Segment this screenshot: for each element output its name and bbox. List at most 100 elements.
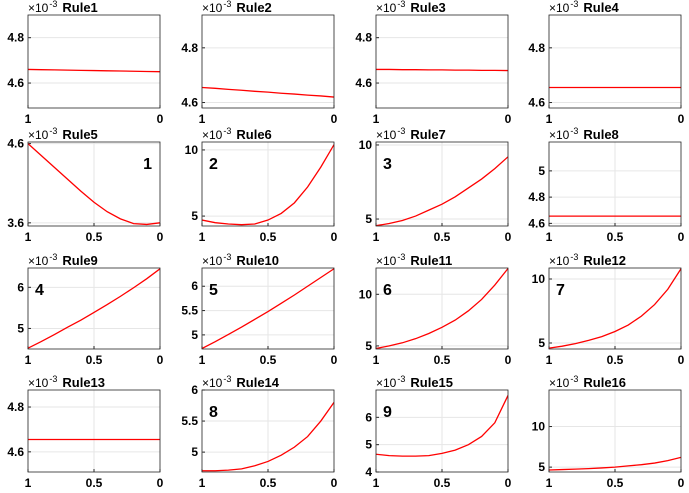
subplot-title: Rule15 <box>410 375 453 390</box>
x-tick-label: 0 <box>157 476 164 490</box>
y-multiplier-power: -3 <box>49 0 57 9</box>
annotation: 5 <box>209 282 218 299</box>
y-tick-label: 4.8 <box>528 190 545 204</box>
y-multiplier: ×10 <box>376 254 397 268</box>
x-tick-label: 0 <box>331 112 338 126</box>
x-tick-label: 0 <box>678 353 685 367</box>
lines <box>202 268 334 349</box>
y-multiplier-power: -3 <box>49 126 57 136</box>
x-tick-label: 1 <box>373 353 380 367</box>
x-tick-label: 1 <box>373 112 380 126</box>
subplot: 5 10 1 0.5 0 ×10 -3 Rule7 3 <box>359 126 512 244</box>
subplot-title: Rule8 <box>583 127 618 142</box>
axes-box <box>375 389 509 473</box>
subplot: 5 10 1 0.5 0 ×10 -3 Rule6 2 <box>185 126 338 244</box>
y-multiplier-power: -3 <box>570 0 578 9</box>
y-tick-label: 5.5 <box>181 414 198 428</box>
y-tick-label: 4.6 <box>528 216 545 230</box>
subplot: 5 10 1 0.5 0 ×10 -3 Rule12 7 <box>532 252 685 367</box>
data-line <box>202 402 334 472</box>
x-tick-label: 0 <box>157 112 164 126</box>
x-tick-label: 0.5 <box>86 230 103 244</box>
x-tick-label: 0.5 <box>86 476 103 490</box>
x-tick-label: 1 <box>25 112 32 126</box>
y-tick-label: 6 <box>191 383 198 397</box>
x-tick-label: 1 <box>199 112 206 126</box>
plot-area <box>549 15 681 108</box>
data-line <box>376 268 508 349</box>
x-tick-label: 1 <box>199 353 206 367</box>
axes-box <box>27 141 161 227</box>
axes-box <box>548 389 682 473</box>
axes-box <box>27 14 161 109</box>
y-multiplier: ×10 <box>549 1 570 15</box>
x-tick-label: 0 <box>331 476 338 490</box>
subplot-title: Rule4 <box>583 0 619 15</box>
x-tick-label: 0 <box>505 353 512 367</box>
y-tick-label: 5 <box>365 438 372 452</box>
lines <box>202 86 334 98</box>
y-multiplier: ×10 <box>549 254 570 268</box>
axes-box <box>548 14 682 109</box>
y-multiplier: ×10 <box>28 254 49 268</box>
axes-box <box>201 389 335 473</box>
y-tick-label: 10 <box>532 420 546 434</box>
x-tick-label: 0 <box>505 230 512 244</box>
y-tick-label: 5 <box>191 328 198 342</box>
annotation: 3 <box>383 156 392 173</box>
x-tick-label: 0 <box>157 353 164 367</box>
lines <box>28 143 160 226</box>
x-tick-label: 0 <box>157 230 164 244</box>
x-tick-label: 1 <box>199 476 206 490</box>
y-multiplier: ×10 <box>28 376 49 390</box>
subplot-title: Rule13 <box>62 375 105 390</box>
lines <box>376 395 508 457</box>
y-tick-label: 10 <box>359 287 373 301</box>
y-tick-label: 4.6 <box>7 445 24 459</box>
y-multiplier-power: -3 <box>397 126 405 136</box>
x-tick-label: 0.5 <box>260 476 277 490</box>
y-multiplier-power: -3 <box>397 252 405 262</box>
subplot: 4.6 4.8 1 0.5 0 ×10 -3 Rule13 <box>7 374 163 490</box>
y-tick-label: 4.8 <box>528 41 545 55</box>
x-tick-label: 1 <box>373 230 380 244</box>
y-tick-label: 5 <box>191 445 198 459</box>
y-tick-label: 4.6 <box>181 96 198 110</box>
y-multiplier: ×10 <box>202 376 223 390</box>
y-tick-label: 5 <box>365 212 372 226</box>
subplot: 5 6 1 0.5 0 ×10 -3 Rule9 4 <box>17 252 163 367</box>
y-tick-label: 6 <box>191 279 198 293</box>
axes-box <box>548 267 682 350</box>
y-tick-label: 5 <box>365 339 372 353</box>
x-tick-label: 1 <box>373 476 380 490</box>
lines <box>202 144 334 226</box>
subplot: 5 10 1 0.5 0 ×10 -3 Rule16 <box>532 374 685 490</box>
x-tick-label: 0.5 <box>607 353 624 367</box>
subplot: 4 5 6 1 0.5 0 ×10 -3 Rule15 9 <box>365 374 511 490</box>
x-tick-label: 1 <box>546 112 553 126</box>
y-multiplier-power: -3 <box>570 252 578 262</box>
axes-box <box>201 267 335 350</box>
data-line <box>376 395 508 457</box>
y-tick-label: 4.6 <box>7 137 24 151</box>
x-tick-label: 0.5 <box>607 476 624 490</box>
annotation: 6 <box>383 282 392 299</box>
y-multiplier: ×10 <box>549 128 570 142</box>
annotation: 2 <box>209 156 218 173</box>
x-tick-label: 0 <box>331 230 338 244</box>
subplot-title: Rule12 <box>583 253 626 268</box>
subplot-title: Rule9 <box>62 253 97 268</box>
lines <box>28 68 160 73</box>
subplot: 4.6 4.8 1 0 ×10 -3 Rule3 <box>355 0 511 126</box>
subplot-title: Rule6 <box>236 127 271 142</box>
y-multiplier-power: -3 <box>570 126 578 136</box>
y-multiplier: ×10 <box>28 128 49 142</box>
y-multiplier-power: -3 <box>49 374 57 384</box>
subplot: 4.6 4.8 1 0 ×10 -3 Rule1 <box>7 0 163 126</box>
subplot: 5 10 1 0.5 0 ×10 -3 Rule11 6 <box>359 252 512 367</box>
y-tick-label: 5 <box>538 460 545 474</box>
subplot-title: Rule5 <box>62 127 97 142</box>
annotation: 7 <box>556 282 565 299</box>
axes-box <box>375 141 509 227</box>
y-multiplier-power: -3 <box>223 0 231 9</box>
